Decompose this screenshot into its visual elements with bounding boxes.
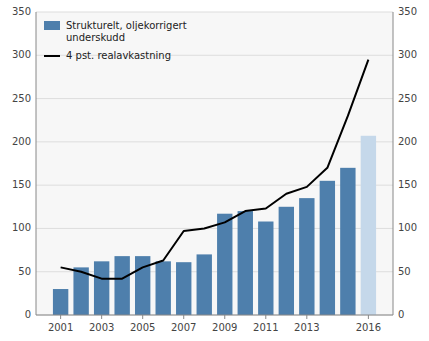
y-tick-label: 0	[25, 309, 31, 320]
bar	[156, 261, 171, 315]
bar	[340, 168, 355, 315]
x-tick	[306, 315, 307, 319]
grid-line	[36, 185, 393, 186]
x-tick	[183, 315, 184, 319]
grid-line	[36, 315, 393, 316]
x-tick	[265, 315, 266, 319]
y-tick-label: 100	[12, 222, 31, 233]
line	[61, 60, 369, 279]
y2-tick-label: 0	[398, 309, 404, 320]
x-tick-label: 2009	[212, 322, 237, 333]
y-tick-label: 350	[12, 6, 31, 17]
y-tick-label: 200	[12, 136, 31, 147]
x-tick	[368, 315, 369, 319]
x-axis	[36, 315, 393, 316]
y2-tick-label: 100	[398, 222, 417, 233]
x-tick-label: 2011	[253, 322, 278, 333]
y-tick-label: 150	[12, 179, 31, 190]
y-tick-label: 300	[12, 49, 31, 60]
grid-line	[36, 141, 393, 142]
bar	[114, 256, 129, 315]
x-tick-label: 2005	[130, 322, 155, 333]
grid	[36, 12, 393, 315]
y-tick-label: 250	[12, 93, 31, 104]
legend-label: Strukturelt, oljekorrigertunderskudd	[66, 20, 187, 43]
x-tick	[101, 315, 102, 319]
y2-tick-label: 250	[398, 93, 417, 104]
y2-tick-label: 50	[398, 266, 411, 277]
y-tick-label: 50	[18, 266, 31, 277]
x-tick	[224, 315, 225, 319]
x-tick	[60, 315, 61, 319]
y2-tick-label: 150	[398, 179, 417, 190]
bar	[217, 214, 232, 315]
bar	[299, 198, 314, 315]
grid-line	[36, 12, 393, 13]
x-tick-label: 2001	[48, 322, 73, 333]
y2-tick-label: 300	[398, 49, 417, 60]
legend-label: 4 pst. realavkastning	[66, 50, 171, 61]
grid-line	[36, 228, 393, 229]
legend-swatch	[44, 21, 60, 30]
grid-line	[36, 271, 393, 272]
legend-swatch	[44, 55, 60, 57]
legend: Strukturelt, oljekorrigertunderskudd 4 ps…	[44, 20, 187, 61]
bar	[53, 289, 68, 315]
x-tick-label: 2007	[171, 322, 196, 333]
bar	[197, 254, 212, 315]
bar	[238, 211, 253, 315]
bar	[258, 222, 273, 315]
plot-area	[36, 12, 393, 315]
marks	[53, 60, 376, 315]
y-axis	[36, 12, 37, 315]
bar	[320, 181, 335, 315]
bar	[361, 136, 376, 315]
y2-tick-label: 200	[398, 136, 417, 147]
y2-tick-label: 350	[398, 6, 417, 17]
bar	[94, 261, 109, 315]
bar	[279, 207, 294, 315]
x-tick-label: 2016	[356, 322, 381, 333]
bar	[176, 262, 191, 315]
grid-line	[36, 98, 393, 99]
chart: 0 50 100 150 200 250 300 350 0 50 100 150 200 250 300 3…	[0, 0, 429, 341]
x-tick	[142, 315, 143, 319]
y2-axis	[393, 12, 394, 315]
x-tick-label: 2013	[294, 322, 319, 333]
x-tick-label: 2003	[89, 322, 114, 333]
